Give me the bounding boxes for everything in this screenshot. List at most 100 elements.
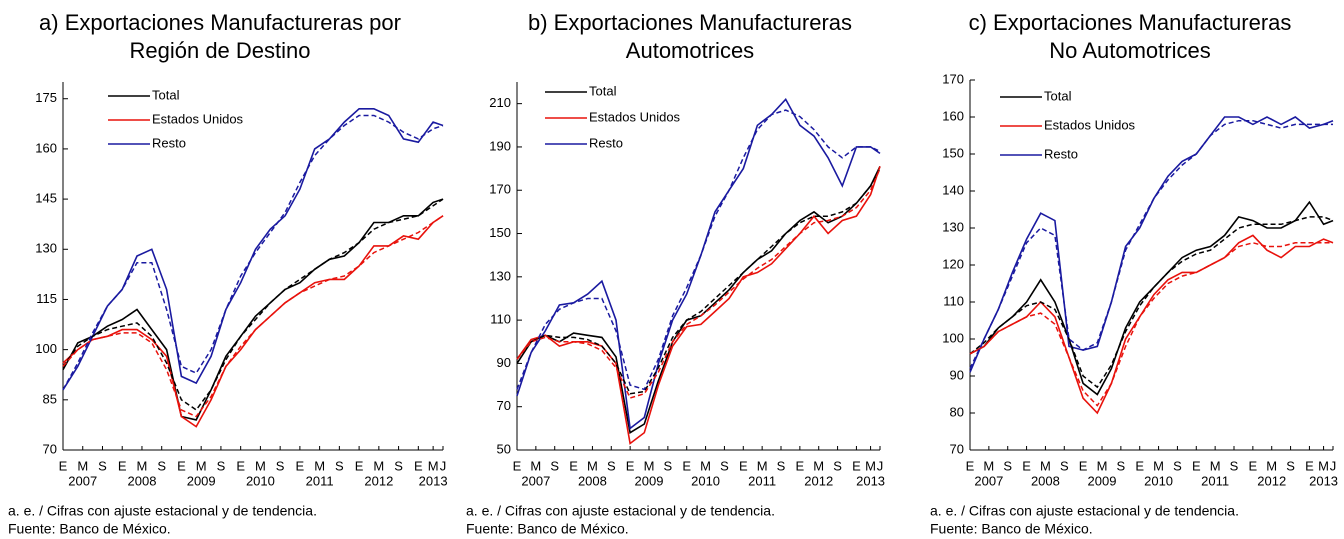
x-tick-label: M: [587, 458, 598, 473]
y-tick-label: 90: [497, 355, 511, 370]
x-tick-label: S: [1060, 458, 1069, 473]
x-tick-label: E: [236, 458, 245, 473]
y-tick-label: 115: [36, 291, 57, 306]
x-tick-label: S: [1230, 458, 1239, 473]
series-line: [969, 200, 1334, 396]
source: Fuente: Banco de México.: [930, 521, 1093, 537]
x-year-label: 2008: [1031, 473, 1060, 488]
footnote: a. e. / Cifras con ajuste estacional y d…: [466, 503, 775, 519]
x-tick-label: E: [414, 458, 423, 473]
trend-line: [516, 168, 881, 395]
x-tick-label: E: [296, 458, 305, 473]
x-tick-label: S: [1117, 458, 1126, 473]
x-tick-label: M: [813, 458, 824, 473]
y-tick-label: 50: [497, 441, 511, 456]
x-year-label: 2011: [1201, 473, 1229, 488]
x-tick-label: M: [137, 458, 148, 473]
y-tick-label: 70: [497, 398, 511, 413]
series-line: [62, 198, 444, 421]
source: Fuente: Banco de México.: [466, 521, 629, 537]
x-year-label: 2012: [804, 473, 833, 488]
source: Fuente: Banco de México.: [8, 521, 171, 537]
x-tick-label: S: [833, 458, 842, 473]
x-tick-label: E: [118, 458, 127, 473]
trend-line: [516, 168, 881, 399]
x-tick-label: M: [1040, 458, 1051, 473]
y-tick-label: 130: [489, 268, 511, 283]
x-tick-label: S: [157, 458, 166, 473]
x-year-label: 2013: [1309, 473, 1338, 488]
chart-title: Región de Destino: [129, 38, 310, 63]
x-tick-label: M: [644, 458, 655, 473]
series-line: [969, 234, 1334, 415]
x-year-label: 2010: [1144, 473, 1173, 488]
y-tick-label: 150: [489, 225, 511, 240]
x-tick-label: M: [530, 458, 541, 473]
x-tick-label: E: [1192, 458, 1201, 473]
x-tick-label: M: [983, 458, 994, 473]
series-line: [62, 108, 444, 391]
y-tick-label: 170: [942, 71, 964, 86]
y-tick-label: 70: [950, 441, 964, 456]
x-year-label: 2007: [68, 473, 97, 488]
legend-label: Resto: [1044, 146, 1078, 161]
y-tick-label: 175: [35, 90, 57, 105]
x-tick-label: E: [177, 458, 186, 473]
x-tick-label: M: [1318, 458, 1329, 473]
x-tick-label: M: [1153, 458, 1164, 473]
x-year-label: 2013: [419, 473, 448, 488]
x-tick-label: S: [98, 458, 107, 473]
legend-label: Resto: [589, 135, 623, 150]
x-tick-label: S: [1003, 458, 1012, 473]
footnote: a. e. / Cifras con ajuste estacional y d…: [930, 503, 1239, 519]
x-year-label: 2013: [856, 473, 885, 488]
legend-label: Estados Unidos: [152, 111, 244, 126]
x-tick-label: M: [700, 458, 711, 473]
x-year-label: 2010: [691, 473, 720, 488]
x-year-label: 2007: [974, 473, 1003, 488]
x-tick-label: J: [440, 458, 447, 473]
x-tick-label: E: [569, 458, 578, 473]
x-tick-label: M: [196, 458, 207, 473]
y-tick-label: 110: [490, 312, 511, 327]
x-tick-label: E: [1249, 458, 1258, 473]
x-tick-label: E: [682, 458, 691, 473]
x-tick-label: S: [550, 458, 559, 473]
x-tick-label: M: [373, 458, 384, 473]
trend-line: [969, 119, 1333, 369]
trend-line: [62, 198, 444, 411]
x-tick-label: E: [1305, 458, 1314, 473]
x-tick-label: E: [626, 458, 635, 473]
x-tick-label: J: [877, 458, 884, 473]
y-tick-label: 130: [35, 241, 57, 256]
x-tick-label: S: [335, 458, 344, 473]
x-tick-label: S: [276, 458, 285, 473]
x-tick-label: M: [428, 458, 439, 473]
series-line: [516, 166, 881, 445]
x-tick-label: M: [314, 458, 325, 473]
x-year-label: 2008: [578, 473, 607, 488]
x-tick-label: S: [664, 458, 673, 473]
legend-label: Total: [152, 87, 180, 102]
x-tick-label: J: [1330, 458, 1337, 473]
y-tick-label: 120: [942, 256, 964, 271]
x-tick-label: S: [720, 458, 729, 473]
x-year-label: 2008: [128, 473, 157, 488]
chart-title: Automotrices: [626, 38, 754, 63]
y-tick-label: 90: [950, 367, 964, 382]
x-tick-label: M: [757, 458, 768, 473]
x-tick-label: E: [966, 458, 975, 473]
x-tick-label: E: [1079, 458, 1088, 473]
x-tick-label: M: [255, 458, 266, 473]
x-tick-label: M: [1266, 458, 1277, 473]
x-year-label: 2011: [306, 473, 334, 488]
trend-line: [516, 109, 881, 391]
y-tick-label: 80: [950, 404, 964, 419]
x-tick-label: S: [394, 458, 403, 473]
x-tick-label: S: [1286, 458, 1295, 473]
chart-title: c) Exportaciones Manufactureras: [969, 10, 1292, 35]
y-tick-label: 100: [35, 341, 57, 356]
x-tick-label: S: [217, 458, 226, 473]
x-tick-label: S: [777, 458, 786, 473]
